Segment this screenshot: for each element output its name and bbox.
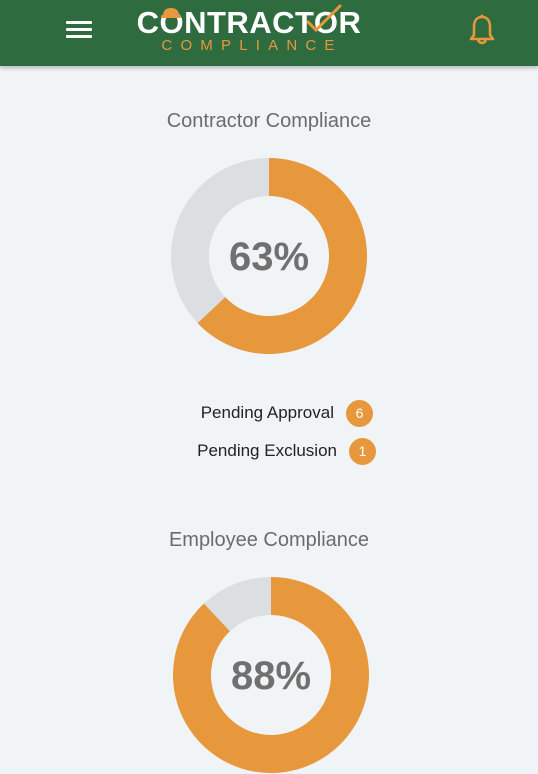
checkmark-icon <box>306 4 342 33</box>
app-logo: CONTRACTOR COMPLIANCE <box>136 4 362 60</box>
donut-remaining-segment <box>203 577 271 632</box>
donut-filled-segment <box>172 577 369 773</box>
pending-exclusion-count-badge[interactable]: 1 <box>349 438 376 465</box>
hamburger-menu-icon[interactable] <box>66 19 92 41</box>
pending-approval-count-badge[interactable]: 6 <box>346 400 373 427</box>
contractor-compliance-donut[interactable]: 63% <box>170 157 368 355</box>
pending-exclusion-row[interactable]: Pending Exclusion 1 <box>0 438 538 466</box>
pending-approval-label: Pending Approval <box>200 403 334 422</box>
contractor-percent-label: 63% <box>229 235 309 279</box>
logo-subtitle: COMPLIANCE <box>161 37 343 54</box>
employee-percent-label: 88% <box>231 654 311 698</box>
pending-exclusion-label: Pending Exclusion <box>197 441 337 460</box>
bell-icon[interactable] <box>468 14 496 46</box>
donut-filled-segment <box>197 158 367 354</box>
app-header: CONTRACTOR COMPLIANCE <box>0 0 538 66</box>
hardhat-icon <box>161 8 181 18</box>
employee-compliance-title: Employee Compliance <box>168 529 370 551</box>
donut-remaining-segment <box>171 158 269 324</box>
contractor-compliance-title: Contractor Compliance <box>166 110 372 132</box>
employee-compliance-donut[interactable]: 88% <box>172 576 370 774</box>
pending-approval-row[interactable]: Pending Approval 6 <box>0 400 538 428</box>
